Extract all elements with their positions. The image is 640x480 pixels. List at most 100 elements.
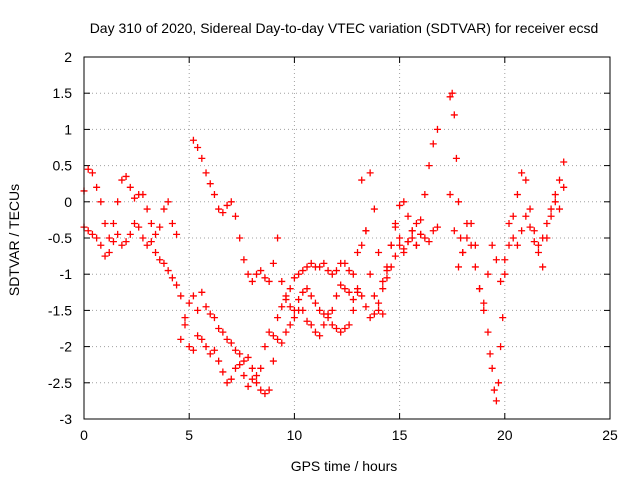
data-point (215, 325, 223, 332)
data-point (206, 350, 214, 358)
data-point (181, 314, 189, 322)
data-point (421, 234, 429, 242)
y-tick-label: -0.5 (48, 230, 72, 246)
data-point (118, 241, 126, 249)
data-point (320, 259, 328, 267)
data-point (484, 270, 492, 278)
x-tick-label: 10 (287, 427, 303, 443)
data-point (404, 238, 412, 246)
data-point (425, 162, 433, 170)
y-tick-label: 2 (64, 49, 72, 65)
data-point (400, 198, 408, 206)
data-point (345, 321, 353, 329)
data-point (551, 191, 559, 199)
data-point (244, 353, 252, 361)
data-point (257, 364, 265, 372)
x-tick-label: 0 (80, 427, 88, 443)
data-point (375, 248, 383, 256)
data-point (173, 281, 181, 289)
data-point (471, 263, 479, 271)
data-point (299, 306, 307, 314)
data-point (236, 234, 244, 242)
data-point (345, 267, 353, 275)
series-group (80, 125, 441, 398)
data-point (463, 234, 471, 242)
data-point (448, 89, 456, 97)
data-point (494, 379, 502, 387)
data-point (152, 248, 160, 256)
data-point (274, 234, 282, 242)
data-point (236, 350, 244, 358)
data-point (101, 252, 109, 260)
data-point (105, 234, 113, 242)
x-tick-label: 5 (185, 427, 193, 443)
data-point (379, 285, 387, 293)
data-point (88, 230, 96, 238)
data-point (210, 346, 218, 354)
data-point (551, 198, 559, 206)
data-point (290, 314, 298, 322)
data-point (341, 285, 349, 293)
data-point (490, 386, 498, 394)
data-point (198, 288, 206, 296)
data-point (349, 306, 357, 314)
data-point (219, 368, 227, 376)
data-point (375, 299, 383, 307)
data-point (505, 241, 513, 249)
data-point (488, 364, 496, 372)
data-point (303, 317, 311, 325)
series-group (189, 136, 425, 336)
plot-frame (83, 56, 611, 420)
data-point (198, 335, 206, 343)
data-point (84, 165, 92, 173)
data-point (354, 285, 362, 293)
data-point (518, 227, 526, 235)
data-point (248, 277, 256, 285)
data-point (210, 191, 218, 199)
data-point (425, 238, 433, 246)
data-point (265, 277, 273, 285)
data-point (349, 270, 357, 278)
y-tick-label: 0.5 (53, 158, 73, 174)
data-point (265, 386, 273, 394)
data-point (539, 263, 547, 271)
data-point (320, 321, 328, 329)
data-point (433, 125, 441, 133)
data-point (522, 212, 530, 220)
data-point (156, 256, 164, 264)
data-point (349, 296, 357, 304)
data-point (253, 379, 261, 387)
data-point (362, 303, 370, 311)
data-point (408, 234, 416, 242)
data-point (130, 194, 138, 202)
data-point (417, 230, 425, 238)
data-point (366, 270, 374, 278)
data-point (219, 328, 227, 336)
data-point (345, 288, 353, 296)
data-point (375, 306, 383, 314)
x-axis-label: GPS time / hours (291, 458, 398, 474)
data-point (492, 397, 500, 405)
data-point (240, 357, 248, 365)
y-tick-label: -2 (60, 339, 73, 355)
data-point (278, 303, 286, 311)
data-point (497, 343, 505, 351)
data-point (362, 227, 370, 235)
data-point (316, 332, 324, 340)
data-point (105, 248, 113, 256)
data-point (497, 277, 505, 285)
data-point (269, 332, 277, 340)
data-point (236, 361, 244, 369)
data-point (269, 357, 277, 365)
data-point (446, 93, 454, 101)
chart-title: Day 310 of 2020, Sidereal Day-to-day VTE… (90, 20, 599, 36)
data-point (452, 154, 460, 162)
data-point (488, 241, 496, 249)
data-point (543, 220, 551, 228)
data-point (185, 299, 193, 307)
data-point (269, 259, 277, 267)
data-point (358, 241, 366, 249)
data-point (299, 288, 307, 296)
